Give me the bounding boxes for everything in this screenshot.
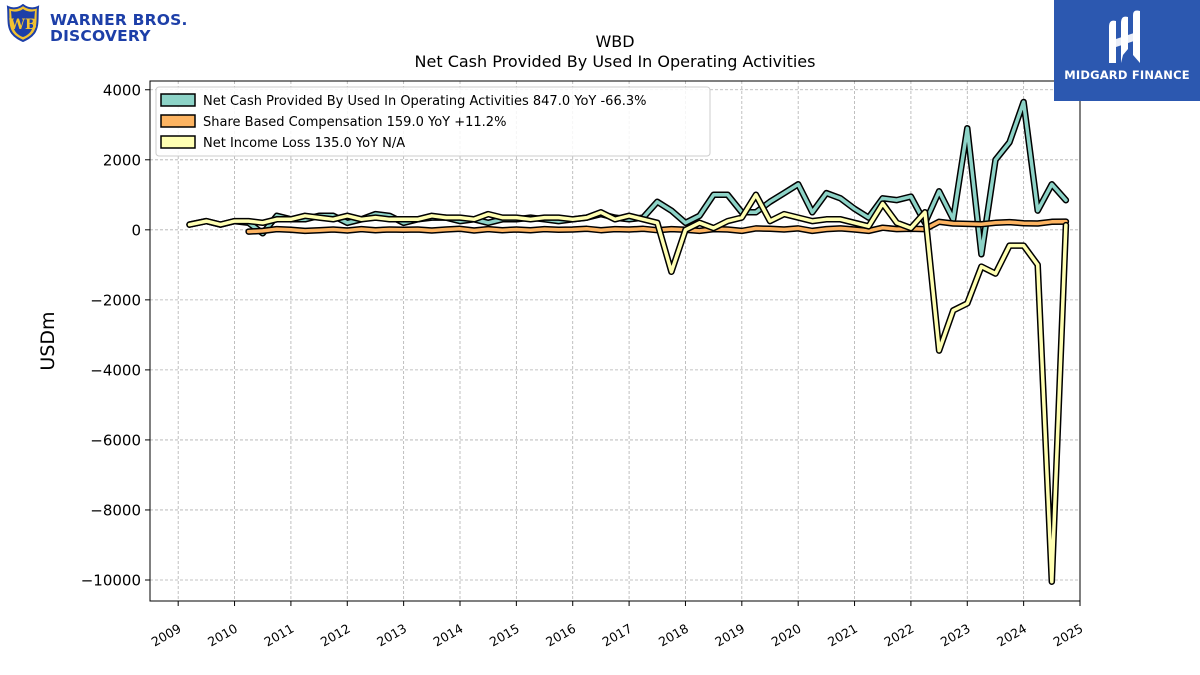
x-tick-label: 2021 [825, 621, 860, 650]
x-tick-label: 2013 [374, 621, 409, 650]
series-outline-3 [186, 191, 1070, 585]
warner-bros-discovery-logo: WB WARNER BROS. DISCOVERY [6, 4, 196, 46]
series-line-3 [187, 193, 1068, 584]
warner-logo-text: WARNER BROS. DISCOVERY [50, 12, 188, 44]
warner-logo-line1: WARNER BROS. [50, 11, 188, 29]
x-tick-label: 2014 [430, 621, 465, 650]
x-axis: 2009 2010 2011 2012 2013 2014 2015 2016 2017 2018… [149, 601, 1086, 650]
warner-logo-line2: DISCOVERY [50, 27, 151, 45]
legend-label-1: Net Cash Provided By Used In Operating A… [203, 94, 646, 109]
chart-subtitle: Net Cash Provided By Used In Operating A… [415, 52, 816, 71]
y-tick-label: 4000 [103, 81, 141, 99]
y-tick-label: −8000 [90, 501, 141, 519]
y-tick-label: −2000 [90, 291, 141, 309]
legend-label-3: Net Income Loss 135.0 YoY N/A [203, 136, 405, 151]
plot-frame [149, 80, 1081, 602]
x-tick-label: 2009 [149, 621, 184, 650]
y-tick-label: 0 [131, 221, 141, 239]
y-axis-label: USDm [37, 311, 59, 370]
x-tick-label: 2010 [205, 621, 240, 650]
x-tick-label: 2018 [656, 621, 691, 650]
x-tick-label: 2016 [543, 621, 578, 650]
x-tick-label: 2012 [318, 621, 353, 650]
x-tick-label: 2019 [712, 621, 747, 650]
y-axis: 4000 2000 0 −2000 −4000 −6000 −8000 −10000 [81, 81, 150, 589]
midgard-m-icon [1109, 10, 1140, 64]
x-tick-label: 2025 [1050, 621, 1085, 650]
y-tick-label: −4000 [90, 361, 141, 379]
legend-swatch-1 [160, 93, 196, 107]
midgard-logo-text: MIDGARD FINANCE [1064, 68, 1190, 82]
x-tick-label: 2023 [938, 621, 973, 650]
y-tick-label: −6000 [90, 431, 141, 449]
x-tick-label: 2015 [487, 621, 522, 650]
y-tick-label: 2000 [103, 151, 141, 169]
chart-title: WBD [595, 32, 634, 51]
legend-box [155, 86, 711, 157]
legend-label-2: Share Based Compensation 159.0 YoY +11.2… [203, 115, 506, 130]
x-tick-label: 2017 [600, 621, 635, 650]
midgard-finance-logo: MIDGARD FINANCE [1054, 0, 1200, 101]
legend: Net Cash Provided By Used In Operating A… [155, 86, 711, 157]
x-tick-label: 2024 [994, 621, 1029, 650]
wb-shield-icon: WB [6, 4, 40, 42]
legend-swatch-3 [160, 135, 196, 149]
grid-lines [150, 81, 1081, 601]
x-tick-label: 2020 [769, 621, 804, 650]
x-tick-label: 2022 [881, 621, 916, 650]
legend-swatch-2 [160, 114, 196, 128]
y-tick-label: −10000 [81, 571, 141, 589]
series-layer [186, 98, 1070, 585]
svg-text:WB: WB [8, 17, 37, 33]
x-tick-label: 2011 [261, 621, 296, 650]
